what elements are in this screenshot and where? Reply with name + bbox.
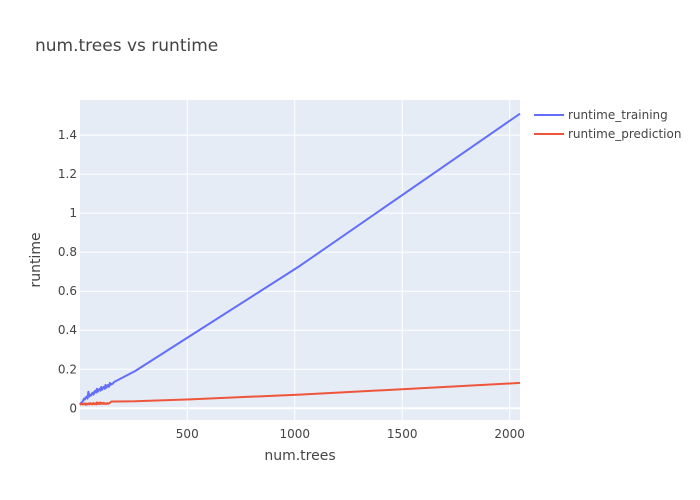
- x-tick-label: 1000: [279, 427, 310, 441]
- chart-title: num.trees vs runtime: [35, 36, 218, 56]
- y-tick-label: 1: [69, 206, 77, 220]
- y-ticks: 0 0.2 0.4 0.6 0.8 1 1.2 1.4: [58, 128, 77, 415]
- y-tick-label: 0.8: [58, 245, 77, 259]
- legend: runtime_training runtime_prediction: [534, 108, 681, 141]
- grid: [80, 100, 520, 420]
- y-tick-label: 0.4: [58, 323, 77, 337]
- x-tick-label: 500: [176, 427, 199, 441]
- x-ticks: 500 1000 1500 2000: [176, 427, 525, 441]
- legend-label-runtime_prediction: runtime_prediction: [568, 127, 681, 141]
- x-tick-label: 1500: [387, 427, 418, 441]
- y-tick-label: 1.2: [58, 167, 77, 181]
- series-line-runtime_training: [79, 112, 521, 405]
- y-tick-label: 1.4: [58, 128, 77, 142]
- plot-area: [80, 100, 520, 420]
- y-axis-title: runtime: [28, 232, 44, 287]
- series-line-runtime_prediction: [79, 381, 521, 406]
- x-tick-label: 2000: [494, 427, 525, 441]
- y-tick-label: 0.2: [58, 362, 77, 376]
- x-axis-title: num.trees: [264, 448, 335, 464]
- series-lines: [79, 112, 521, 406]
- y-tick-label: 0.6: [58, 284, 77, 298]
- legend-label-runtime_training: runtime_training: [568, 108, 668, 122]
- y-tick-label: 0: [69, 401, 77, 415]
